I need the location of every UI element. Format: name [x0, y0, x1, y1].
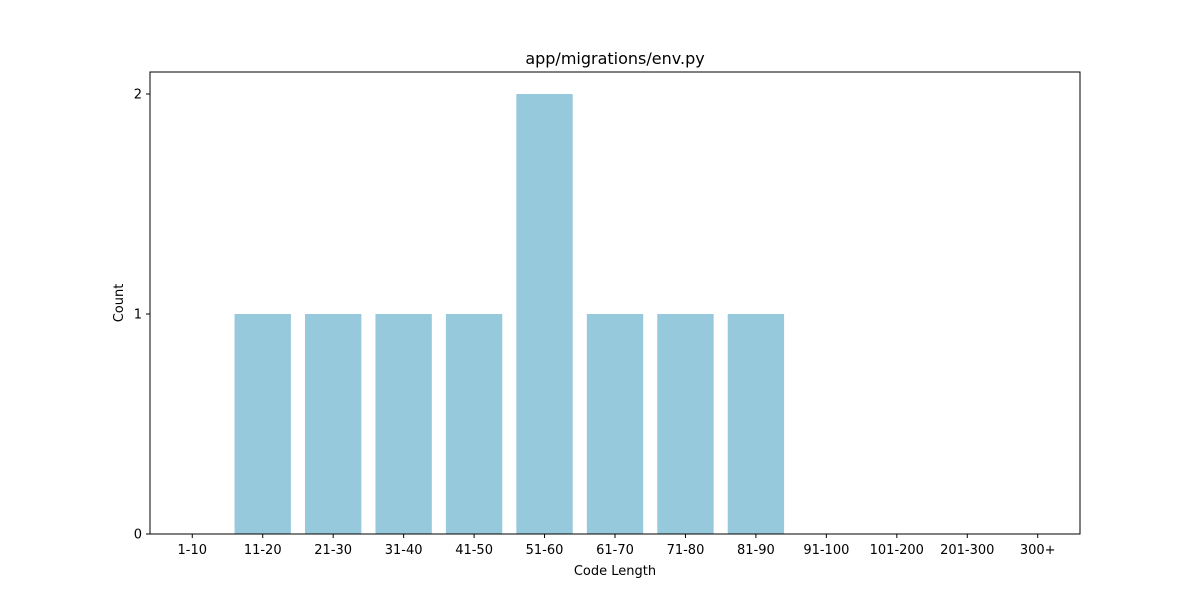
x-tick-label: 11-20 — [244, 543, 282, 558]
x-axis-label: Code Length — [574, 564, 656, 579]
bar-61-70 — [586, 314, 644, 534]
bar-11-20 — [234, 314, 291, 534]
x-tick-label: 31-40 — [385, 543, 423, 558]
x-tick-label: 81-90 — [737, 543, 775, 558]
x-tick-label: 201-300 — [940, 543, 994, 558]
chart-title: app/migrations/env.py — [525, 49, 704, 68]
bars-layer — [234, 94, 785, 534]
bar-21-30 — [305, 314, 362, 534]
y-tick-label: 1 — [134, 308, 142, 323]
bar-81-90 — [727, 314, 785, 534]
x-tick-label: 91-100 — [803, 543, 849, 558]
x-tick-label: 51-60 — [526, 543, 564, 558]
y-tick-label: 2 — [134, 88, 142, 103]
x-tick-label: 1-10 — [178, 543, 208, 558]
y-axis: 0 1 2 — [134, 88, 150, 543]
bar-31-40 — [375, 314, 432, 534]
x-tick-label: 300+ — [1020, 543, 1056, 558]
x-tick-label: 21-30 — [314, 543, 352, 558]
x-tick-label: 41-50 — [455, 543, 493, 558]
y-tick-label: 0 — [134, 528, 142, 543]
x-tick-label: 61-70 — [596, 543, 634, 558]
x-axis: 1-10 11-20 21-30 31-40 41-50 51-60 61-70 71-80 8… — [178, 534, 1056, 558]
bar-51-60 — [516, 94, 573, 534]
y-axis-label: Count — [112, 284, 127, 323]
x-tick-label: 101-200 — [870, 543, 924, 558]
bar-41-50 — [445, 314, 503, 534]
bar-71-80 — [657, 314, 714, 534]
x-tick-label: 71-80 — [667, 543, 705, 558]
